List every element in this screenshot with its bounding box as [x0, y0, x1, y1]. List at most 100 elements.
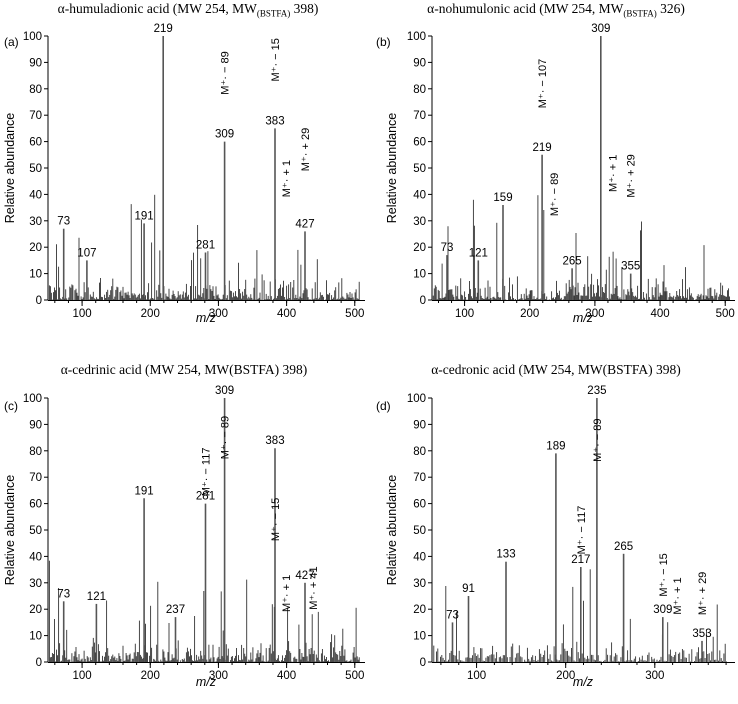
panel-b-noise-peaks [432, 195, 730, 300]
panel-d-ytick-label-50: 50 [413, 525, 426, 537]
panel-b-ylabel: Relative abundance [385, 113, 399, 224]
panel-a-title: α-humuladionic acid (MW 254, MW(BSTFA) 3… [58, 1, 319, 19]
panel-a-peak-label-73: 73 [57, 216, 70, 228]
panel-d-plot: 73 91 133 189 217 235 265 309 353 M⁺· − 89 M⁺· − 1… [376, 385, 735, 689]
panel-a-ytick-label-50: 50 [29, 163, 42, 175]
panel-c-ytick-label-60: 60 [29, 499, 42, 511]
panel-c-xtick-label-100: 100 [72, 670, 91, 682]
panel-b-xtick-label-300: 300 [585, 308, 604, 320]
panel-a-title-sub: (BSTFA) [256, 8, 291, 19]
panel-b-ytick-label-20: 20 [413, 242, 426, 254]
panel-c-ytick-label-90: 90 [29, 419, 42, 431]
panel-d-ytick-label-40: 40 [413, 551, 426, 563]
panel-c-title: α-cedrinic acid (MW 254, MW(BSTFA) 398) [61, 362, 308, 380]
panel-c-peak-label-427: 427 [295, 570, 314, 582]
panel-d-peak-label-309: 309 [653, 604, 672, 616]
panel-a-ytick-label-70: 70 [29, 110, 42, 122]
panel-d-annotation-3: M⁺· + 1 [672, 577, 684, 614]
panel-a-annotation-0: M⁺· − 89 [220, 51, 232, 94]
panel-c-plot: 73 121 191 237 281 309 383 427 M⁺· − 117 M⁺· − 89… [3, 385, 365, 689]
panel-c-label: (c) [4, 399, 18, 413]
panel-d-label: (d) [376, 399, 391, 413]
panel-a-ylabel: Relative abundance [3, 113, 17, 224]
panel-d-peak-label-265: 265 [614, 541, 633, 553]
panel-a-xlabel: m/z [196, 311, 217, 325]
panel-c-ytick-label-30: 30 [29, 578, 42, 590]
panel-a-ytick-label-0: 0 [36, 295, 42, 307]
panel-d-peak-label-353: 353 [692, 628, 711, 640]
panel-d-ytick-label-60: 60 [413, 499, 426, 511]
panel-c-ytick-label-100: 100 [23, 393, 42, 405]
panel-a-annotation-1: M⁺· − 15 [270, 38, 282, 81]
panel-a-annotation-3: M⁺· + 29 [300, 128, 312, 171]
panel-b-peak-label-219: 219 [533, 142, 552, 154]
panel-b-title-sub: (BSTFA) [623, 8, 657, 19]
panel-b-annotation-0: M⁺· − 107 [537, 59, 549, 109]
panel-c-xtick-label-300: 300 [209, 670, 228, 682]
panel-b-ytick-label-100: 100 [407, 31, 426, 43]
panel-a-ytick-label-10: 10 [29, 269, 42, 281]
panel-b-ytick-label-50: 50 [413, 163, 426, 175]
panel-b-ytick-label-90: 90 [413, 57, 426, 69]
panel-a-ytick-label-100: 100 [23, 31, 42, 43]
panel-a-xtick-label-200: 200 [141, 308, 160, 320]
panel-c-ytick-label-0: 0 [36, 657, 42, 669]
panel-d-peak-label-91: 91 [462, 583, 475, 595]
panel-c-ytick-label-40: 40 [29, 551, 42, 563]
panel-c-xlabel: m/z [196, 675, 217, 689]
panel-d-ytick-label-0: 0 [420, 657, 426, 669]
panel-b-ytick-label-10: 10 [413, 269, 426, 281]
panel-d-annotation-4: M⁺· + 29 [697, 572, 709, 615]
panel-c-peak-label-281: 281 [196, 491, 215, 503]
panel-c-annotation-3: M⁺· + 1 [281, 575, 293, 612]
panel-d-xtick-label-200: 200 [556, 670, 575, 682]
panel-c-ylabel: Relative abundance [3, 475, 17, 586]
panel-d-ytick-label-20: 20 [413, 604, 426, 616]
panel-d-title: α-cedronic acid (MW 254, MW(BSTFA) 398) [431, 362, 681, 380]
panel-b-peak-label-355: 355 [621, 261, 640, 273]
panel-c-annotation-1: M⁺· − 89 [220, 416, 232, 459]
panel-b-annotation-3: M⁺· + 29 [626, 154, 638, 197]
panel-b-annotation-2: M⁺· + 1 [608, 155, 620, 192]
panel-c-ytick-label-10: 10 [29, 631, 42, 643]
panel-a-xtick-label-500: 500 [345, 308, 364, 320]
panel-c-ytick-label-80: 80 [29, 446, 42, 458]
panel-a-peak-label-427: 427 [295, 218, 314, 230]
panel-c-peak-label-73: 73 [57, 588, 70, 600]
panel-a-peak-label-219: 219 [154, 23, 173, 35]
panel-b-annotation-1: M⁺· − 89 [549, 173, 561, 216]
panel-c-annotation-0: M⁺· − 117 [201, 448, 213, 497]
panel-b-peak-label-159: 159 [493, 192, 512, 204]
panel-d-xlabel: m/z [573, 675, 594, 689]
panel-b-label: (b) [376, 35, 391, 49]
panel-d-ytick-label-90: 90 [413, 419, 426, 431]
panel-c-ytick-label-20: 20 [29, 604, 42, 616]
panel-b-title: α-nohumulonic acid (MW 254, MW(BSTFA) 32… [427, 1, 685, 19]
panel-d-ytick-label-100: 100 [407, 393, 426, 405]
panel-a-xtick-label-300: 300 [209, 308, 228, 320]
panel-d-peak-label-217: 217 [571, 554, 590, 566]
panel-d-ylabel: Relative abundance [385, 475, 399, 586]
panel-c-peak-label-237: 237 [166, 604, 185, 616]
panel-b-peak-label-121: 121 [469, 247, 488, 259]
panel-c-ytick-label-70: 70 [29, 472, 42, 484]
panel-b-peak-label-309: 309 [591, 23, 610, 35]
panel-b-title-end: 326) [656, 1, 685, 16]
panel-c-xtick-label-200: 200 [141, 670, 160, 682]
panel-a-title-end: 398) [290, 1, 319, 16]
panel-a-peak-label-281: 281 [196, 240, 215, 252]
panel-a-peak-label-191: 191 [135, 210, 154, 222]
panel-a-plot: 73 107 191 219 281 309 383 427 M⁺· − 89 M⁺· − 15 M… [3, 23, 365, 325]
panel-b-ytick-label-70: 70 [413, 110, 426, 122]
panel-c-peak-label-309: 309 [215, 385, 234, 397]
panel-c-peak-label-191: 191 [135, 485, 154, 497]
panel-b-xtick-label-500: 500 [716, 308, 735, 320]
panel-d-annotation-0: M⁺· − 89 [592, 418, 604, 461]
panel-b-xlabel: m/z [573, 311, 594, 325]
panel-a-ytick-label-60: 60 [29, 137, 42, 149]
panel-d-peak-label-189: 189 [546, 440, 565, 452]
panel-b-plot: 73 121 159 219 265 309 355 M⁺· − 107 M⁺· − 89 M⁺·… [376, 23, 735, 325]
panel-a-label: (a) [4, 35, 19, 49]
panel-d-peak-label-235: 235 [587, 385, 606, 397]
